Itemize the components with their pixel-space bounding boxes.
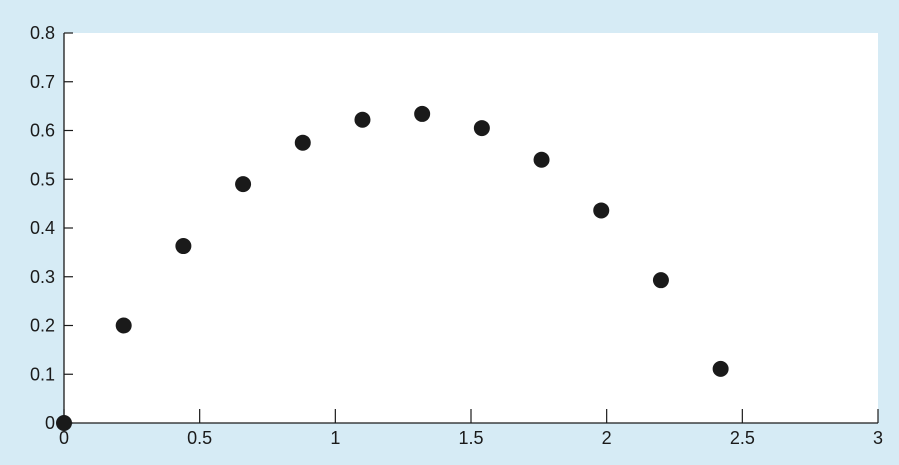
x-tick-label: 0 — [59, 428, 69, 448]
x-tick-label: 2.5 — [730, 428, 755, 448]
y-tick-label: 0.6 — [30, 121, 55, 141]
data-point — [56, 415, 72, 431]
data-point — [533, 151, 550, 168]
x-tick-label: 1.5 — [458, 428, 483, 448]
data-point — [354, 111, 371, 128]
data-point — [712, 360, 729, 377]
x-tick-label: 3 — [873, 428, 883, 448]
y-tick-label: 0.1 — [30, 364, 55, 384]
y-tick-label: 0.7 — [30, 72, 55, 92]
y-tick-label: 0.8 — [30, 23, 55, 43]
y-tick-label: 0.3 — [30, 267, 55, 287]
y-tick-label: 0.2 — [30, 316, 55, 336]
data-points — [56, 105, 729, 431]
data-point — [235, 176, 252, 193]
data-point — [414, 105, 431, 122]
y-tick-label: 0.5 — [30, 169, 55, 189]
plot-area — [64, 33, 878, 423]
y-tick-label: 0 — [45, 413, 55, 433]
data-point — [652, 272, 669, 289]
y-tick-label: 0.4 — [30, 218, 55, 238]
data-point — [175, 238, 192, 255]
x-tick-label: 1 — [330, 428, 340, 448]
x-tick-label: 0.5 — [187, 428, 212, 448]
data-point — [473, 120, 490, 137]
data-point — [115, 317, 132, 334]
axes: 0 0.1 0.2 0.3 0.4 0.5 0.6 0.7 0.8 0 0.5 1 1.5 2 2.5 3 — [30, 23, 883, 448]
x-tick-label: 2 — [602, 428, 612, 448]
data-point — [593, 202, 610, 219]
data-point — [294, 134, 311, 151]
